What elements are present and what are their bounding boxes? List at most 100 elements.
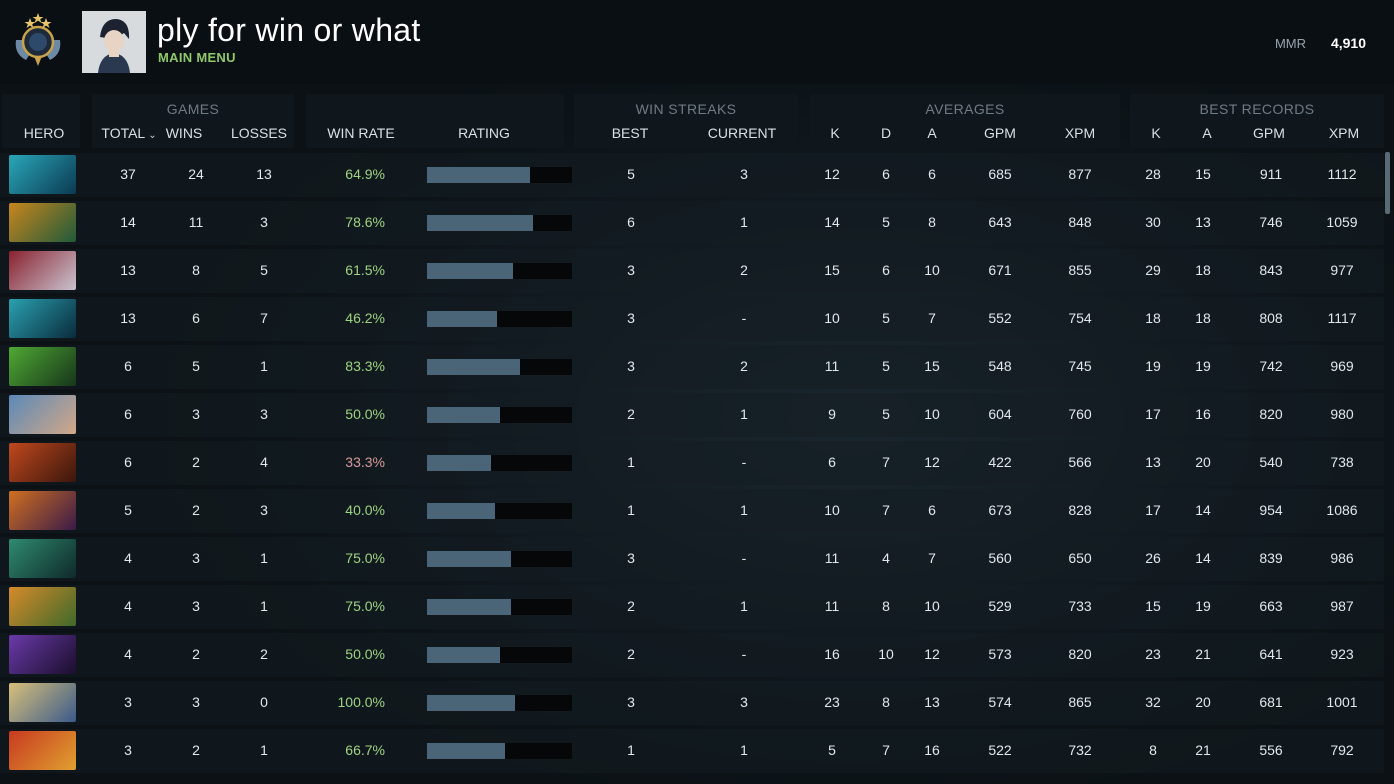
cell-best-gpm: 808 bbox=[1259, 310, 1283, 326]
rating-bar-fill bbox=[427, 503, 495, 519]
column-header-best-k[interactable]: K bbox=[1151, 125, 1161, 141]
cell-best-streak: 6 bbox=[627, 214, 635, 230]
column-header-avg-k[interactable]: K bbox=[830, 125, 840, 141]
cell-best-a: 21 bbox=[1195, 742, 1211, 758]
table-row[interactable]: 6 2 4 1 - 6 7 12 422 566 13 20 540 738 33.3% bbox=[0, 438, 1384, 486]
cell-losses: 3 bbox=[260, 406, 268, 422]
cell-wins: 3 bbox=[192, 598, 200, 614]
table-row[interactable]: 4 2 2 2 - 16 10 12 573 820 23 21 641 923 50.0% bbox=[0, 630, 1384, 678]
cell-wins: 2 bbox=[192, 502, 200, 518]
cell-total: 6 bbox=[124, 358, 132, 374]
cell-avg-xpm: 754 bbox=[1068, 310, 1092, 326]
cell-current-streak: - bbox=[741, 310, 747, 326]
column-header-total[interactable]: TOTAL ⌄ bbox=[94, 125, 164, 141]
cell-win-rate: 64.9% bbox=[345, 166, 385, 182]
cell-best-k: 26 bbox=[1145, 550, 1161, 566]
table-row[interactable]: 3 3 0 3 3 23 8 13 574 865 32 20 681 1001 100.0% bbox=[0, 678, 1384, 726]
table-row[interactable]: 13 6 7 3 - 10 5 7 552 754 18 18 808 1117 46.2% bbox=[0, 294, 1384, 342]
scrollbar-thumb[interactable] bbox=[1385, 152, 1390, 214]
win-streaks-group-panel bbox=[574, 94, 798, 148]
column-header-best-a[interactable]: A bbox=[1202, 125, 1212, 141]
cell-wins: 11 bbox=[188, 214, 204, 230]
games-group-title: GAMES bbox=[166, 101, 220, 117]
cell-best-gpm: 663 bbox=[1259, 598, 1283, 614]
cell-best-a: 19 bbox=[1195, 358, 1211, 374]
faceless-void-portrait-icon[interactable] bbox=[9, 635, 76, 674]
void-spirit-portrait-icon[interactable] bbox=[9, 299, 76, 338]
table-row[interactable]: 4 3 1 3 - 11 4 7 560 650 26 14 839 986 75.0% bbox=[0, 534, 1384, 582]
column-header-losses[interactable]: LOSSES bbox=[230, 125, 288, 141]
cell-avg-gpm: 574 bbox=[988, 694, 1012, 710]
anti-mage-portrait-icon[interactable] bbox=[9, 491, 76, 530]
column-header-current-streak[interactable]: CURRENT bbox=[707, 125, 777, 141]
ember-spirit-portrait-icon[interactable] bbox=[9, 443, 76, 482]
cell-losses: 2 bbox=[260, 646, 268, 662]
table-row[interactable]: 37 24 13 5 3 12 6 6 685 877 28 15 911 1112 64.9% bbox=[0, 150, 1384, 198]
rating-bar bbox=[427, 167, 572, 183]
windranger-portrait-icon[interactable] bbox=[9, 587, 76, 626]
table-row[interactable]: 4 3 1 2 1 11 8 10 529 733 15 19 663 987 75.0% bbox=[0, 582, 1384, 630]
cell-avg-a: 10 bbox=[924, 262, 940, 278]
row-background bbox=[0, 489, 1384, 533]
cell-avg-gpm: 573 bbox=[988, 646, 1012, 662]
column-header-best-streak[interactable]: BEST bbox=[611, 125, 649, 141]
column-header-avg-gpm[interactable]: GPM bbox=[984, 125, 1016, 141]
cell-avg-gpm: 604 bbox=[988, 406, 1012, 422]
row-background bbox=[0, 393, 1384, 437]
cell-avg-xpm: 733 bbox=[1068, 598, 1092, 614]
cell-current-streak: - bbox=[741, 454, 747, 470]
main-menu-link[interactable]: MAIN MENU bbox=[158, 50, 236, 65]
table-row[interactable]: 13 8 5 3 2 15 6 10 671 855 29 18 843 977 61.5% bbox=[0, 246, 1384, 294]
column-header-total-label: TOTAL bbox=[101, 125, 146, 141]
column-header-hero[interactable]: HERO bbox=[23, 125, 65, 141]
cell-losses: 1 bbox=[260, 742, 268, 758]
cell-wins: 6 bbox=[192, 310, 200, 326]
cell-best-gpm: 540 bbox=[1259, 454, 1283, 470]
table-row[interactable]: 6 5 1 3 2 11 5 15 548 745 19 19 742 969 83.3% bbox=[0, 342, 1384, 390]
column-header-wins[interactable]: WINS bbox=[165, 125, 203, 141]
keeper-of-the-light-portrait-icon[interactable] bbox=[9, 683, 76, 722]
cell-best-streak: 1 bbox=[627, 502, 635, 518]
cell-best-k: 18 bbox=[1145, 310, 1161, 326]
venomancer-portrait-icon[interactable] bbox=[9, 347, 76, 386]
cell-losses: 3 bbox=[260, 502, 268, 518]
cell-avg-d: 8 bbox=[882, 598, 890, 614]
cell-best-xpm: 1059 bbox=[1326, 214, 1358, 230]
cell-current-streak: 2 bbox=[740, 358, 748, 374]
queen-of-pain-portrait-icon[interactable] bbox=[9, 251, 76, 290]
table-row[interactable]: 3 2 1 1 1 5 7 16 522 732 8 21 556 792 66.7% bbox=[0, 726, 1384, 774]
gyrocopter-portrait-icon[interactable] bbox=[9, 203, 76, 242]
column-header-avg-xpm[interactable]: XPM bbox=[1064, 125, 1096, 141]
table-row[interactable]: 5 2 3 1 1 10 7 6 673 828 17 14 954 1086 40.0% bbox=[0, 486, 1384, 534]
cell-total: 13 bbox=[120, 262, 136, 278]
table-row[interactable]: 6 3 3 2 1 9 5 10 604 760 17 16 820 980 50.0% bbox=[0, 390, 1384, 438]
cell-avg-k: 23 bbox=[824, 694, 840, 710]
cell-current-streak: 2 bbox=[740, 262, 748, 278]
column-header-avg-a[interactable]: A bbox=[927, 125, 937, 141]
cell-avg-d: 8 bbox=[882, 694, 890, 710]
column-header-win-rate[interactable]: WIN RATE bbox=[327, 125, 395, 141]
column-header-rating[interactable]: RATING bbox=[458, 125, 510, 141]
cell-current-streak: 3 bbox=[740, 694, 748, 710]
column-header-avg-d[interactable]: D bbox=[880, 125, 892, 141]
cell-current-streak: 1 bbox=[740, 214, 748, 230]
player-avatar[interactable] bbox=[82, 11, 146, 73]
rating-bar bbox=[427, 551, 572, 567]
kunkka-portrait-icon[interactable] bbox=[9, 395, 76, 434]
cell-best-a: 18 bbox=[1195, 310, 1211, 326]
column-header-best-gpm[interactable]: GPM bbox=[1253, 125, 1285, 141]
cell-avg-k: 5 bbox=[828, 742, 836, 758]
cell-avg-a: 7 bbox=[928, 550, 936, 566]
cell-avg-k: 16 bbox=[824, 646, 840, 662]
morphling-portrait-icon[interactable] bbox=[9, 155, 76, 194]
cell-total: 3 bbox=[124, 694, 132, 710]
column-header-best-xpm[interactable]: XPM bbox=[1328, 125, 1360, 141]
cell-wins: 3 bbox=[192, 550, 200, 566]
cell-avg-a: 12 bbox=[924, 646, 940, 662]
cell-avg-k: 9 bbox=[828, 406, 836, 422]
huskar-portrait-icon[interactable] bbox=[9, 731, 76, 770]
rating-bar bbox=[427, 503, 572, 519]
table-row[interactable]: 14 11 3 6 1 14 5 8 643 848 30 13 746 1059 78.6% bbox=[0, 198, 1384, 246]
morphling-alt-portrait-icon[interactable] bbox=[9, 539, 76, 578]
cell-avg-a: 15 bbox=[924, 358, 940, 374]
